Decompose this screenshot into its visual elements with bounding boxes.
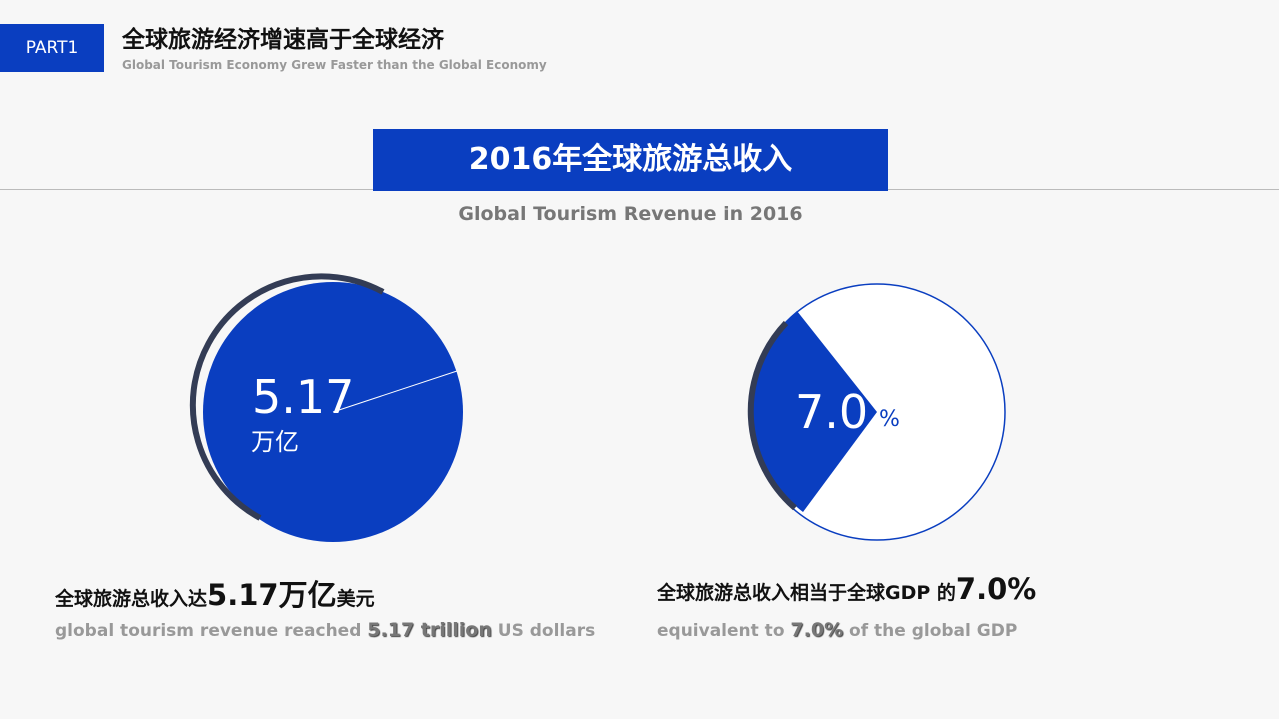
right-big: 7.0 bbox=[795, 385, 868, 439]
right-caption: 全球旅游总收入相当于全球GDP 的7.0% bbox=[657, 572, 1036, 606]
part-label: PART1 bbox=[0, 24, 104, 72]
text: of the global GDP bbox=[843, 621, 1018, 641]
disc-arc bbox=[189, 273, 385, 521]
highlight: 7.0% bbox=[955, 572, 1037, 606]
text: 全球旅游总收入达 bbox=[55, 588, 208, 610]
left-caption: 全球旅游总收入达5.17万亿美元 bbox=[55, 572, 375, 614]
header-subtitle: Global Tourism Economy Grew Faster than … bbox=[122, 58, 547, 72]
left-caption-en: global tourism revenue reached 5.17 tril… bbox=[55, 619, 595, 641]
right-caption-en: equivalent to 7.0% of the global GDP bbox=[657, 619, 1017, 641]
highlight: 7.0% bbox=[790, 619, 844, 641]
text: 美元 bbox=[336, 588, 375, 610]
highlight: 5.17 trillion bbox=[367, 619, 492, 641]
text: US dollars bbox=[491, 621, 596, 641]
text: equivalent to bbox=[657, 621, 791, 641]
left-unit: 万亿 bbox=[251, 428, 299, 456]
banner-title: 2016年全球旅游总收入 bbox=[373, 129, 888, 191]
highlight: 5.17万亿 bbox=[207, 578, 337, 612]
wedge-arc bbox=[747, 320, 797, 511]
left-big: 5.17 bbox=[252, 370, 354, 424]
gdp-wedge bbox=[751, 311, 877, 512]
disc-line bbox=[332, 370, 458, 413]
text: 全球旅游总收入相当于全球GDP 的 bbox=[657, 582, 956, 604]
header-title: 全球旅游经济增速高于全球经济 bbox=[122, 27, 444, 53]
text: global tourism revenue reached bbox=[55, 621, 368, 641]
right-unit: % bbox=[879, 407, 900, 432]
banner-subtitle: Global Tourism Revenue in 2016 bbox=[458, 203, 803, 225]
